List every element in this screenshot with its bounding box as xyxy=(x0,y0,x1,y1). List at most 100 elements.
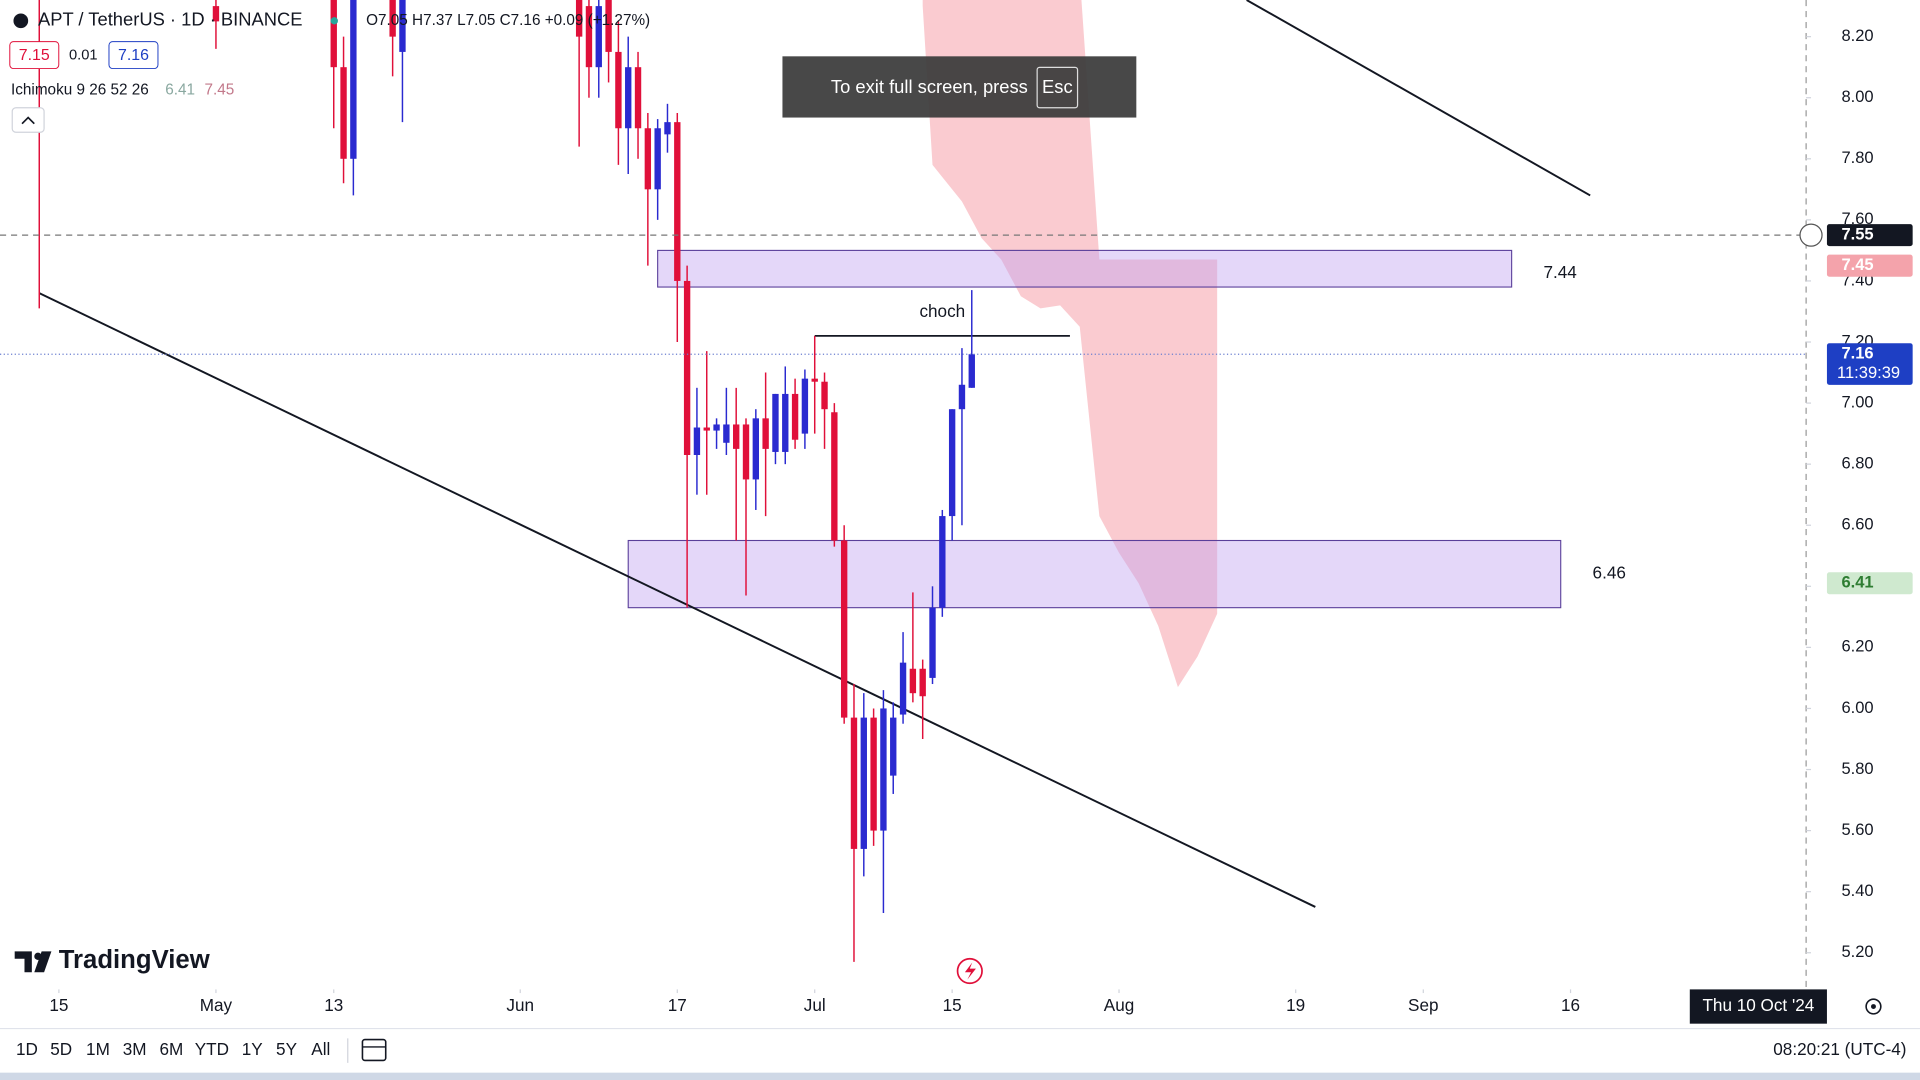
range-button[interactable]: YTD xyxy=(195,1039,229,1059)
candle-body xyxy=(615,51,622,129)
range-button[interactable]: 1Y xyxy=(242,1039,264,1059)
candle-body xyxy=(733,424,740,449)
symbol-icon xyxy=(13,13,29,29)
zone-label: 7.44 xyxy=(1543,262,1577,282)
range-button[interactable]: 5D xyxy=(50,1039,72,1059)
candle-body xyxy=(929,607,936,678)
x-tick-label: May xyxy=(200,995,233,1015)
y-tick-label: 5.60 xyxy=(1841,820,1873,839)
ohlc: O7.05 H7.37 L7.05 C7.16 +0.09 (+1.27%) xyxy=(366,12,650,29)
range-button[interactable]: 3M xyxy=(123,1039,147,1059)
candle-body xyxy=(880,708,887,831)
candle-body xyxy=(850,717,858,849)
toast-text: To exit full screen, press xyxy=(831,76,1028,97)
candle-body xyxy=(605,0,612,52)
candle-body xyxy=(939,516,946,608)
settings-icon[interactable] xyxy=(1865,998,1882,1015)
candle-body xyxy=(791,393,799,440)
choch-label: choch xyxy=(919,301,965,321)
y-tick-label: 8.00 xyxy=(1841,87,1873,106)
candle-body xyxy=(752,418,760,480)
price-label-bg xyxy=(1826,224,1913,247)
zone-label: 6.46 xyxy=(1593,563,1626,583)
x-tick-label: Jun xyxy=(506,995,534,1015)
candle-body xyxy=(870,717,877,831)
bid-box[interactable] xyxy=(9,41,60,70)
trendline xyxy=(1246,0,1591,197)
range-button[interactable]: 1D xyxy=(16,1039,38,1059)
candle-body xyxy=(890,717,897,776)
x-tick-label: 15 xyxy=(49,995,68,1015)
y-tick-label: 7.60 xyxy=(1841,209,1873,228)
spread: 0.01 xyxy=(69,48,98,64)
candle-body xyxy=(742,424,750,480)
key-box xyxy=(1036,66,1079,109)
replay-icon[interactable] xyxy=(956,957,983,985)
price-label-bg xyxy=(1826,343,1913,385)
plot-area: 7.44 6.46 choch xyxy=(0,0,1807,962)
x-tick-label: 17 xyxy=(668,995,687,1015)
bottom-bar xyxy=(0,1072,1920,1080)
toolbar: 08:20:21 (UTC-4) 1D 5D 1M 3M 6M YTD 1Y 5Y All xyxy=(16,1038,1907,1063)
candle-body xyxy=(664,122,671,135)
x-tick-label: 16 xyxy=(1561,995,1580,1015)
logo: TradingView xyxy=(14,946,211,974)
candle-body xyxy=(595,6,602,68)
price-label: 6.41 xyxy=(1841,573,1873,592)
indicator-value: 7.45 xyxy=(204,82,234,99)
candle-body xyxy=(840,540,848,718)
y-tick-label: 5.40 xyxy=(1841,881,1873,900)
candle-body xyxy=(693,427,701,455)
legend: APT / TetherUS · 1D · BINANCE O7.05 H7.3… xyxy=(9,9,650,133)
candle-body xyxy=(654,128,661,190)
y-tick-label: 6.20 xyxy=(1841,637,1873,656)
axes: 5.205.405.605.806.006.206.406.606.807.00… xyxy=(49,0,1913,1024)
price-label: 7.16 xyxy=(1841,344,1873,363)
candle-body xyxy=(713,424,720,431)
countdown: 11:39:39 xyxy=(1837,363,1900,382)
price-label-bg xyxy=(1826,572,1913,595)
y-tick-label: 8.20 xyxy=(1841,26,1873,45)
candle-body xyxy=(399,0,406,52)
collapse-button[interactable] xyxy=(11,107,45,133)
status-dot xyxy=(330,17,338,25)
clock[interactable]: 08:20:21 (UTC-4) xyxy=(1773,1039,1906,1059)
candle-body xyxy=(831,412,838,541)
candle-body xyxy=(703,427,710,431)
x-tick-label: Jul xyxy=(804,995,826,1015)
x-tick-label: Aug xyxy=(1104,995,1134,1015)
y-tick-label: 7.80 xyxy=(1841,148,1873,167)
ichimoku-cloud xyxy=(922,0,1218,688)
x-tick-label: 19 xyxy=(1286,995,1305,1015)
indicator-name[interactable]: Ichimoku 9 26 52 26 xyxy=(11,82,149,99)
candle-body xyxy=(919,668,926,697)
price-label: 7.55 xyxy=(1841,224,1873,243)
symbol[interactable]: APT / TetherUS · 1D · BINANCE xyxy=(38,9,303,30)
candle-body xyxy=(948,409,956,517)
ask-box[interactable] xyxy=(108,41,159,70)
range-button[interactable]: All xyxy=(311,1039,330,1059)
y-tick-label: 6.60 xyxy=(1841,515,1873,534)
x-tick-label: 13 xyxy=(324,995,343,1015)
candle-body xyxy=(350,0,357,159)
crosshair-date-box xyxy=(1689,989,1827,1024)
crosshair-date: Thu 10 Oct '24 xyxy=(1702,995,1814,1015)
candle-body xyxy=(723,424,730,443)
candle-body xyxy=(330,0,337,68)
range-button[interactable]: 6M xyxy=(160,1039,184,1059)
date-range-button[interactable] xyxy=(361,1038,387,1062)
y-tick-label: 7.00 xyxy=(1841,392,1873,411)
candle-body xyxy=(958,384,966,410)
candle-body xyxy=(811,378,818,382)
candle-body xyxy=(782,393,789,452)
candle-body xyxy=(340,67,347,159)
range-button[interactable]: 1M xyxy=(86,1039,110,1059)
candle-body xyxy=(585,6,593,68)
candle-body xyxy=(575,0,583,37)
y-tick-label: 5.80 xyxy=(1841,759,1873,778)
range-button[interactable]: 5Y xyxy=(276,1039,298,1059)
candle-body xyxy=(644,128,652,190)
candle-body xyxy=(772,393,779,452)
